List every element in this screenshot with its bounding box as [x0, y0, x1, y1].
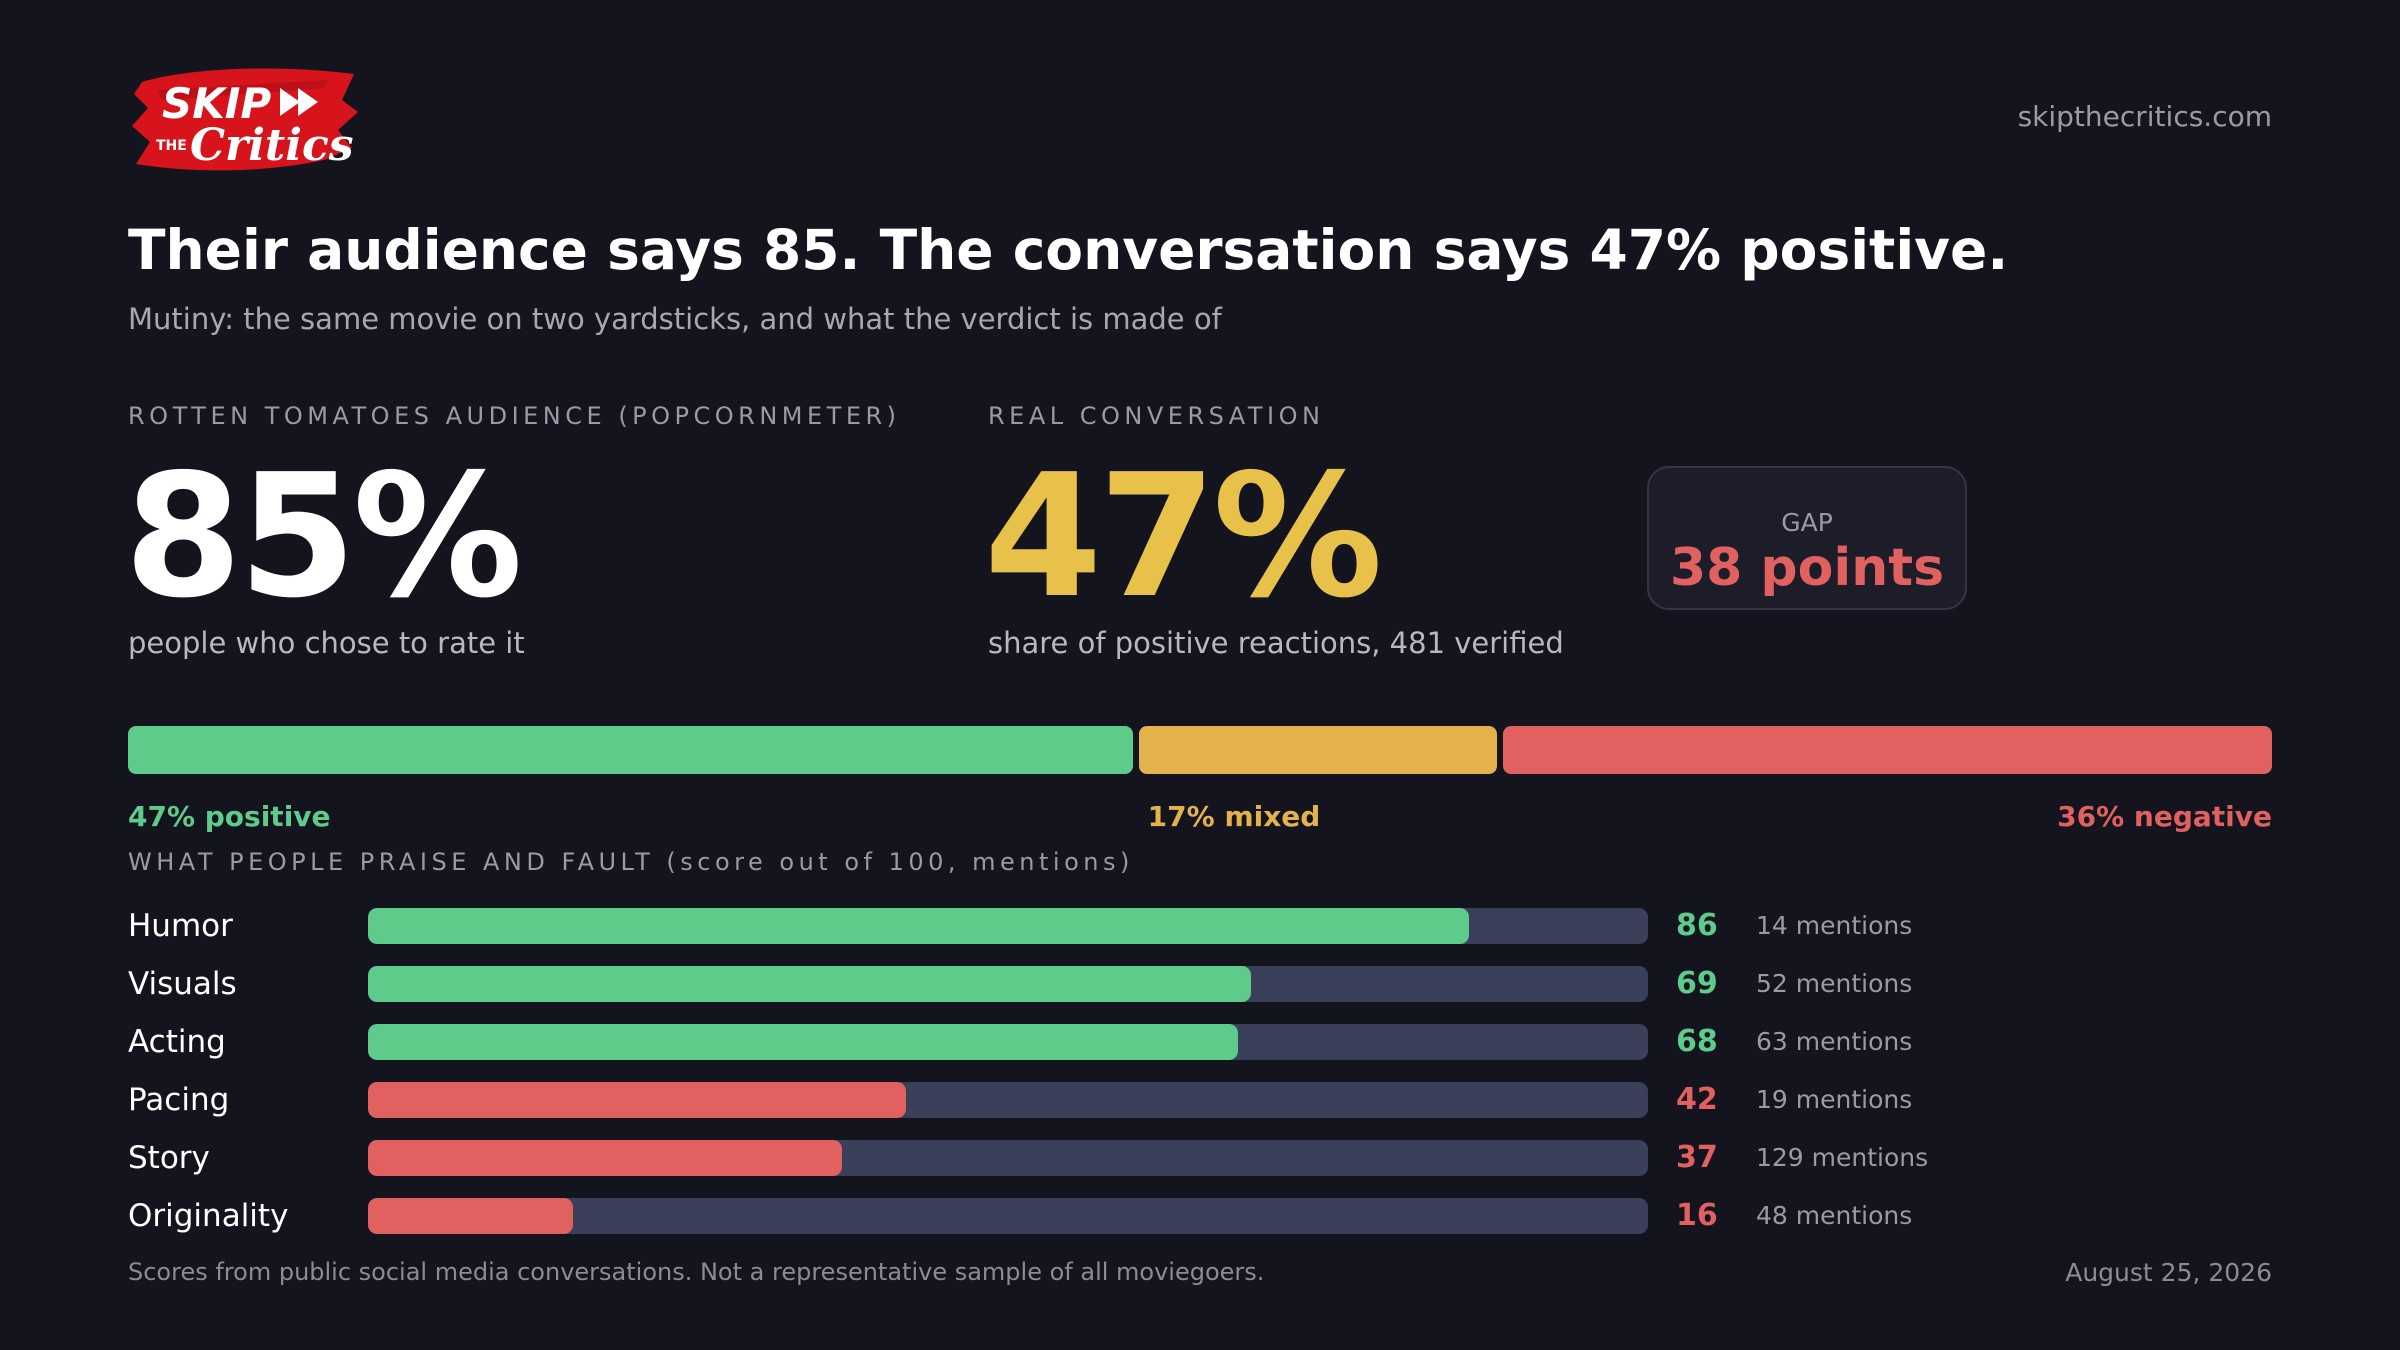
attribute-score: 42 [1676, 1082, 1718, 1117]
gap-label: GAP [1781, 508, 1833, 537]
attribute-row: Originality 16 48 mentions [0, 1196, 2400, 1236]
attribute-name: Acting [128, 1024, 226, 1060]
attribute-mentions: 48 mentions [1756, 1201, 1913, 1230]
attribute-mentions: 63 mentions [1756, 1027, 1913, 1056]
positive-share-label: 47% positive [128, 800, 331, 833]
attribute-row: Humor 86 14 mentions [0, 906, 2400, 946]
attribute-mentions: 19 mentions [1756, 1085, 1913, 1114]
attribute-name: Visuals [128, 966, 237, 1002]
attribute-bar [368, 908, 1469, 944]
sentiment-stacked-bar [128, 726, 2272, 774]
attribute-mentions: 129 mentions [1756, 1143, 1929, 1172]
attribute-score: 68 [1676, 1024, 1718, 1059]
negative-segment [1503, 726, 2272, 774]
attribute-score: 37 [1676, 1140, 1718, 1175]
real-conversation-kicker: REAL CONVERSATION [988, 402, 1325, 430]
attribute-track [368, 1082, 1648, 1118]
attribute-name: Originality [128, 1198, 289, 1234]
positive-segment [128, 726, 1133, 774]
page-title: Their audience says 85. The conversation… [128, 218, 2009, 282]
date-label: August 25, 2026 [2065, 1258, 2272, 1287]
attribute-bar [368, 1024, 1239, 1060]
attribute-bar [368, 1198, 573, 1234]
svg-text:SKIP: SKIP [162, 79, 271, 128]
attribute-name: Story [128, 1140, 210, 1176]
attribute-row: Story 37 129 mentions [0, 1138, 2400, 1178]
real-conversation-score: 47% [984, 438, 1383, 636]
attribute-track [368, 1140, 1648, 1176]
attribute-bar [368, 966, 1252, 1002]
attribute-score: 86 [1676, 908, 1718, 943]
attribute-score: 16 [1676, 1198, 1718, 1233]
gap-card: GAP 38 points [1647, 466, 1967, 610]
rt-audience-caption: people who chose to rate it [128, 626, 525, 660]
attribute-track [368, 908, 1648, 944]
real-conversation-caption: share of positive reactions, 481 verifie… [988, 626, 1564, 660]
attribute-mentions: 14 mentions [1756, 911, 1913, 940]
mixed-share-label: 17% mixed [1147, 800, 1321, 833]
attribute-score: 69 [1676, 966, 1718, 1001]
attribute-bar [368, 1140, 842, 1176]
attribute-row: Pacing 42 19 mentions [0, 1080, 2400, 1120]
footnote: Scores from public social media conversa… [128, 1258, 1265, 1286]
attributes-kicker: WHAT PEOPLE PRAISE AND FAULT (score out … [128, 848, 1134, 876]
rt-audience-score: 85% [124, 438, 523, 636]
attribute-bar [368, 1082, 906, 1118]
attribute-row: Acting 68 63 mentions [0, 1022, 2400, 1062]
attribute-name: Humor [128, 908, 233, 944]
rt-audience-kicker: ROTTEN TOMATOES AUDIENCE (POPCORNMETER) [128, 402, 901, 430]
svg-text:Critics: Critics [190, 120, 354, 171]
mixed-segment [1138, 726, 1498, 774]
attribute-row: Visuals 69 52 mentions [0, 964, 2400, 1004]
negative-share-label: 36% negative [2057, 800, 2272, 833]
site-url[interactable]: skipthecritics.com [2017, 100, 2272, 133]
svg-text:THE: THE [156, 138, 187, 154]
attribute-mentions: 52 mentions [1756, 969, 1913, 998]
page-subtitle: Mutiny: the same movie on two yardsticks… [128, 302, 1222, 336]
attribute-name: Pacing [128, 1082, 230, 1118]
attribute-track [368, 1024, 1648, 1060]
gap-value: 38 points [1669, 538, 1945, 598]
skip-the-critics-logo: SKIP THE Critics [132, 68, 358, 171]
attribute-track [368, 966, 1648, 1002]
attribute-track [368, 1198, 1648, 1234]
